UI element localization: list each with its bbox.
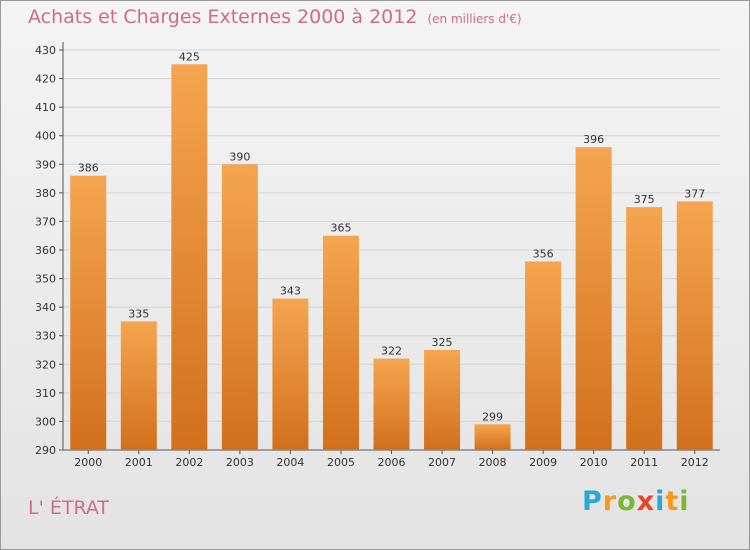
y-tick-label: 410 (35, 101, 56, 114)
chart-title: Achats et Charges Externes 2000 à 2012 (e… (28, 6, 522, 28)
bar (120, 321, 157, 450)
labels: 290 300 310 320 330 340 350 360 370 380 390 400 410 4… (35, 44, 709, 469)
proxiti-logo[interactable]: Proxiti (582, 486, 690, 517)
y-tick-label: 390 (35, 158, 56, 171)
data-label: 343 (280, 285, 301, 298)
x-tick-label: 2002 (175, 456, 203, 469)
y-tick-label: 380 (35, 187, 56, 200)
x-tick-label: 2009 (529, 456, 557, 469)
commune-name: L' ÉTRAT (28, 497, 110, 519)
y-tick-label: 360 (35, 244, 56, 257)
bar (424, 350, 461, 450)
y-tick-label: 320 (35, 358, 56, 371)
bars (70, 64, 713, 451)
y-tick-label: 330 (35, 330, 56, 343)
bar (373, 358, 410, 450)
data-label: 356 (533, 247, 554, 260)
x-tick-label: 2011 (630, 456, 658, 469)
bar (626, 207, 663, 450)
x-tick-label: 2006 (378, 456, 406, 469)
data-label: 396 (583, 133, 604, 146)
bar (525, 261, 562, 450)
y-tick-label: 300 (35, 415, 56, 428)
y-tick-label: 370 (35, 215, 56, 228)
data-label: 335 (128, 307, 149, 320)
x-tick-label: 2012 (681, 456, 709, 469)
x-tick-label: 2010 (580, 456, 608, 469)
logo-letter: P (582, 486, 603, 517)
data-label: 375 (634, 193, 655, 206)
y-tick-label: 420 (35, 73, 56, 86)
x-tick-label: 2004 (276, 456, 304, 469)
bar (70, 175, 107, 450)
chart-title-text: Achats et Charges Externes 2000 à 2012 (28, 6, 418, 28)
data-label: 377 (684, 187, 705, 200)
x-tick-label: 2003 (226, 456, 254, 469)
data-label: 386 (78, 162, 99, 175)
logo-letter: t (665, 486, 680, 517)
data-label: 299 (482, 410, 503, 423)
x-tick-label: 2007 (428, 456, 456, 469)
data-label: 365 (330, 222, 351, 235)
data-label: 325 (432, 336, 453, 349)
bar (676, 201, 713, 450)
bar (221, 164, 258, 451)
x-tick-label: 2005 (327, 456, 355, 469)
y-tick-label: 400 (35, 130, 56, 143)
y-tick-label: 340 (35, 301, 56, 314)
x-tick-label: 2008 (479, 456, 507, 469)
bar (171, 64, 208, 451)
data-label: 425 (179, 50, 200, 63)
bar (322, 235, 359, 450)
logo-letter: i (655, 486, 666, 517)
data-label: 390 (229, 150, 250, 163)
y-tick-label: 430 (35, 44, 56, 57)
bar (272, 298, 309, 450)
y-tick-label: 350 (35, 273, 56, 286)
logo-letter: o (617, 486, 637, 517)
unit-label: (en milliers d'€) (427, 12, 522, 26)
data-label: 322 (381, 345, 402, 358)
y-tick-label: 290 (35, 444, 56, 457)
bar (474, 424, 511, 450)
logo-letter: x (636, 486, 656, 517)
x-tick-label: 2001 (125, 456, 153, 469)
logo-letter: r (602, 486, 618, 517)
x-tick-label: 2000 (74, 456, 102, 469)
bar (575, 147, 612, 450)
y-tick-label: 310 (35, 387, 56, 400)
logo-letter: i (679, 486, 690, 517)
